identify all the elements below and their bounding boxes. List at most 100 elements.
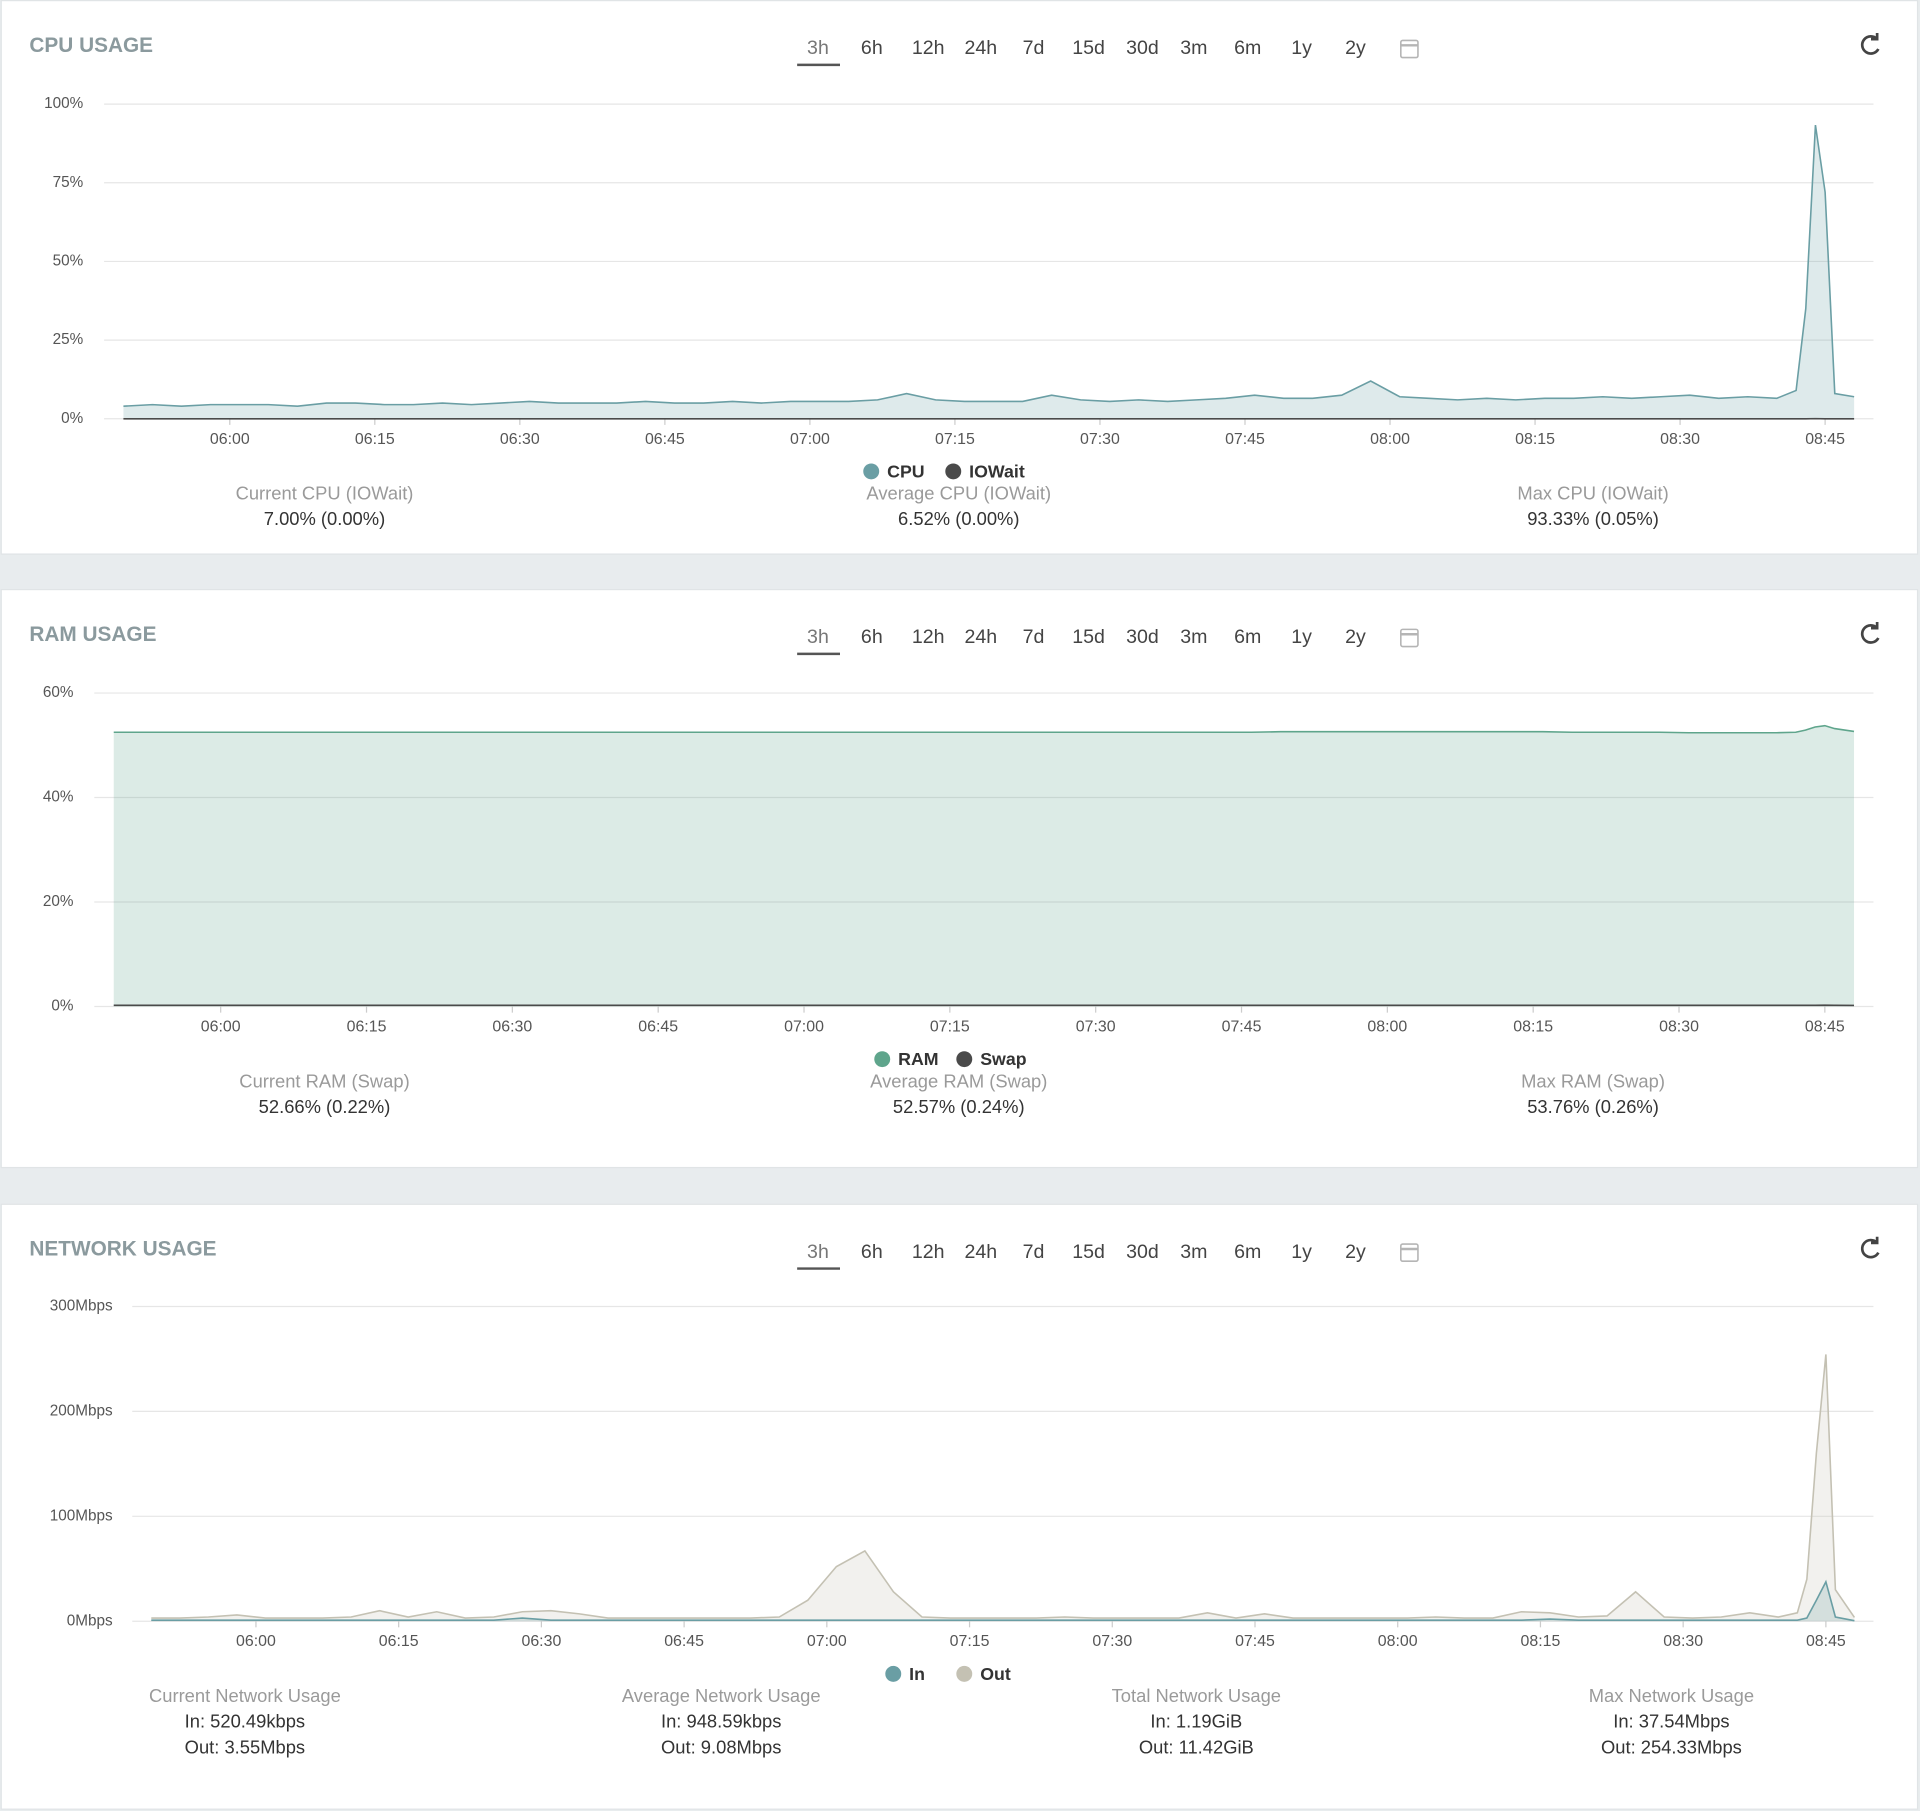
y-tick-label: 50% [53,252,84,269]
range-button[interactable]: 3h [807,1241,829,1263]
range-button[interactable]: 6m [1234,626,1261,648]
stat-value: 52.57% (0.24%) [893,1096,1025,1117]
x-tick-label: 07:00 [784,1019,824,1036]
range-button[interactable]: 1y [1291,626,1312,648]
range-button[interactable]: 6h [861,626,883,648]
panel [0,1203,1919,1810]
y-tick-label: 75% [53,174,84,191]
range-button[interactable]: 2y [1345,626,1366,648]
stat-label: Total Network Usage [1112,1685,1281,1706]
calendar-icon[interactable] [1400,628,1419,648]
x-tick-label: 06:00 [201,1019,241,1036]
x-tick-label: 07:30 [1092,1633,1132,1650]
x-tick-label: 08:45 [1805,1019,1845,1036]
legend-label[interactable]: CPU [887,461,924,481]
x-tick-label: 08:00 [1378,1633,1418,1650]
legend-marker[interactable] [885,1665,902,1682]
refresh-icon[interactable] [1860,622,1880,644]
x-tick-label: 08:45 [1805,431,1845,448]
y-tick-label: 0Mbps [67,1612,113,1629]
x-tick-label: 07:45 [1225,431,1265,448]
x-tick-label: 08:30 [1659,1019,1699,1036]
legend-marker[interactable] [863,463,880,480]
stat-label: Max CPU (IOWait) [1517,483,1668,504]
stat-label: Current RAM (Swap) [239,1070,409,1091]
calendar-icon[interactable] [1400,39,1419,59]
x-tick-label: 06:00 [236,1633,276,1650]
range-button[interactable]: 30d [1126,37,1159,59]
x-tick-label: 08:30 [1660,431,1700,448]
range-button[interactable]: 12h [912,37,945,59]
panel [0,588,1919,1169]
range-button[interactable]: 7d [1023,1241,1045,1263]
y-tick-label: 100Mbps [50,1507,113,1524]
range-button[interactable]: 7d [1023,626,1045,648]
x-tick-label: 08:30 [1663,1633,1703,1650]
legend-label[interactable]: Swap [980,1049,1027,1069]
stat-value: Out: 11.42GiB [1139,1736,1254,1757]
range-button[interactable]: 12h [912,626,945,648]
panel-title: NETWORK USAGE [29,1238,216,1261]
legend-marker[interactable] [956,1051,973,1068]
legend-label[interactable]: RAM [898,1049,938,1069]
stat-label: Max RAM (Swap) [1521,1070,1665,1091]
range-button[interactable]: 7d [1023,37,1045,59]
refresh-icon[interactable] [1860,33,1880,55]
legend-label[interactable]: In [909,1664,925,1684]
range-button[interactable]: 3m [1180,626,1207,648]
range-button[interactable]: 6h [861,1241,883,1263]
stat-value: In: 520.49kbps [185,1711,305,1732]
x-tick-label: 06:45 [645,431,685,448]
y-tick-label: 40% [43,789,74,806]
y-tick-label: 300Mbps [50,1298,113,1315]
calendar-icon[interactable] [1400,1243,1419,1263]
x-tick-label: 06:00 [210,431,250,448]
stat-value: In: 37.54Mbps [1613,1711,1729,1732]
range-button[interactable]: 1y [1291,1241,1312,1263]
stat-label: Average CPU (IOWait) [866,483,1051,504]
y-tick-label: 60% [43,684,74,701]
legend-marker[interactable] [945,463,962,480]
x-tick-label: 07:15 [930,1019,970,1036]
x-tick-label: 06:15 [355,431,395,448]
range-button[interactable]: 15d [1072,626,1105,648]
legend-label[interactable]: Out [980,1664,1011,1684]
range-button[interactable]: 30d [1126,626,1159,648]
range-button[interactable]: 15d [1072,37,1105,59]
legend-label[interactable]: IOWait [969,461,1025,481]
x-tick-label: 06:45 [664,1633,704,1650]
x-tick-label: 08:00 [1370,431,1410,448]
range-button[interactable]: 12h [912,1241,945,1263]
range-button[interactable]: 3m [1180,37,1207,59]
legend-marker[interactable] [956,1665,973,1682]
range-button[interactable]: 30d [1126,1241,1159,1263]
x-tick-label: 07:45 [1235,1633,1275,1650]
range-button[interactable]: 3h [807,37,829,59]
x-tick-label: 06:15 [347,1019,387,1036]
range-button[interactable]: 24h [964,626,997,648]
x-tick-label: 06:30 [492,1019,532,1036]
x-tick-label: 08:15 [1515,431,1555,448]
x-tick-label: 08:45 [1806,1633,1846,1650]
range-button[interactable]: 2y [1345,37,1366,59]
range-button[interactable]: 6m [1234,37,1261,59]
y-tick-label: 200Mbps [50,1402,113,1419]
range-button[interactable]: 2y [1345,1241,1366,1263]
range-button[interactable]: 15d [1072,1241,1105,1263]
stat-label: Current Network Usage [149,1685,341,1706]
y-tick-label: 0% [51,998,74,1015]
range-button[interactable]: 1y [1291,37,1312,59]
stat-label: Current CPU (IOWait) [236,483,414,504]
range-button[interactable]: 6m [1234,1241,1261,1263]
legend-marker[interactable] [874,1051,891,1068]
x-tick-label: 08:00 [1367,1019,1407,1036]
range-button[interactable]: 3m [1180,1241,1207,1263]
range-button[interactable]: 24h [964,37,997,59]
range-button[interactable]: 24h [964,1241,997,1263]
range-button[interactable]: 3h [807,626,829,648]
x-tick-label: 07:15 [950,1633,990,1650]
range-button[interactable]: 6h [861,37,883,59]
refresh-icon[interactable] [1860,1236,1880,1259]
x-tick-label: 08:15 [1513,1019,1553,1036]
stat-label: Max Network Usage [1589,1685,1754,1706]
